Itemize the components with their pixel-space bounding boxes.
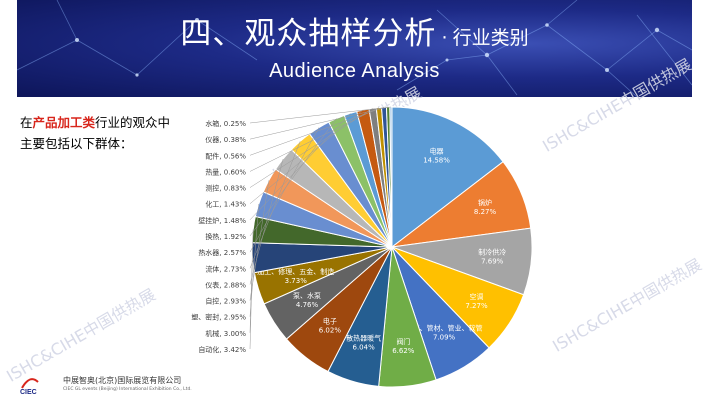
slice-label-空调: 空调 [470, 292, 484, 301]
ciec-logo-icon: CIEC [20, 378, 39, 396]
slice-value-阀门: 6.62% [392, 347, 415, 355]
intro-prefix: 在 [20, 115, 33, 130]
slice-label-管道-管材-管业-软管: 管道、管材、管业、软管 [406, 323, 483, 332]
leader-line-热水器 [249, 127, 320, 253]
title-banner: 四、观众抽样分析 · 行业类别 Audience Analysis [17, 0, 692, 97]
outside-label-自动化: 自动化, 3.42% [198, 345, 246, 354]
leader-line-机械 [249, 229, 254, 333]
leader-line-热量 [249, 107, 380, 172]
leader-line-流体 [249, 141, 301, 269]
intro-highlight: 产品加工类 [32, 115, 96, 130]
slice-label-电器: 电器 [430, 147, 444, 156]
leader-line-配件 [249, 106, 385, 156]
leader-line-换热 [249, 118, 337, 237]
slice-value-加工-修理-五金-制造: 3.73% [285, 277, 308, 285]
outside-label-自控: 自控, 2.93% [205, 297, 246, 306]
leader-line-自控 [249, 180, 270, 301]
intro-text: 在产品加工类行业的观众中 主要包括以下群体： [20, 112, 210, 154]
footer-company: 中展智奥(北京)国际展览有限公司 CIEC GL events (Beijing… [63, 375, 192, 392]
slice-value-电子: 6.02% [319, 326, 342, 334]
leader-line-壁挂炉 [249, 113, 351, 221]
footer-company-en: CIEC GL events (Beijing) International E… [63, 387, 192, 392]
slice-value-锅炉: 8.27% [474, 208, 497, 216]
footer-company-cn: 中展智奥(北京)国际展览有限公司 [63, 376, 182, 385]
leader-line-水箱 [249, 106, 391, 124]
leader-line-塑-密封 [249, 204, 260, 317]
outside-label-仪表: 仪表, 2.88% [205, 280, 246, 289]
logo-text: CIEC [20, 389, 37, 396]
slice-label-电子: 电子 [323, 316, 337, 325]
outside-label-热量: 热量, 0.60% [205, 167, 246, 176]
outside-label-流体: 流体, 2.73% [205, 264, 246, 273]
outside-label-化工: 化工, 1.43% [205, 200, 246, 209]
outside-label-塑-密封: 塑、密封, 2.95% [191, 313, 246, 322]
intro-line-2: 主要包括以下群体： [20, 136, 133, 151]
page-title-main: 四、观众抽样分析 [180, 16, 437, 52]
outside-label-仪器: 仪器, 0.38% [205, 136, 246, 144]
leader-line-化工 [249, 109, 364, 204]
slice-value-电器: 14.58% [423, 157, 450, 165]
outside-label-配件: 配件, 0.56% [205, 151, 246, 160]
outside-label-壁挂炉: 壁挂炉, 1.48% [198, 216, 246, 225]
slice-value-空调: 7.27% [465, 302, 488, 310]
page-title-english: Audience Analysis [269, 60, 440, 82]
intro-suffix: 行业的观众中 [95, 115, 171, 130]
slice-label-制冷供冷: 制冷供冷 [478, 248, 506, 257]
network-background-graphic [17, 0, 692, 97]
outside-label-测控: 测控, 0.83% [205, 184, 246, 193]
slice-value-制冷供冷: 7.69% [481, 258, 504, 266]
slice-label-加工-修理-五金-制造: 加工、修理、五金、制造 [257, 267, 334, 276]
leader-line-仪表 [249, 158, 284, 285]
page-subtitle: 行业类别 [452, 27, 529, 49]
slice-label-泵-水泵: 泵、水泵 [293, 291, 321, 300]
page-title-separator: · [441, 27, 448, 49]
page-title: 四、观众抽样分析 · 行业类别 [17, 8, 692, 53]
outside-label-水箱: 水箱, 0.25% [205, 119, 246, 128]
slice-value-泵-水泵: 4.76% [296, 301, 319, 309]
slice-value-管道-管材-管业-软管: 7.09% [433, 333, 456, 341]
slice-label-散热器暖气: 散热器暖气 [346, 334, 381, 343]
slice-label-锅炉: 锅炉 [478, 198, 492, 207]
leader-line-测控 [249, 108, 373, 188]
pie-slice-电器 [391, 106, 504, 249]
outside-label-机械: 机械, 3.00% [205, 329, 246, 338]
slice-value-散热器暖气: 6.04% [353, 344, 376, 352]
outside-label-热水器: 热水器, 2.57% [198, 248, 246, 257]
slice-label-阀门: 阀门 [396, 337, 410, 346]
leader-line-仪器 [249, 106, 389, 140]
outside-label-换热: 换热, 1.92% [205, 232, 246, 241]
